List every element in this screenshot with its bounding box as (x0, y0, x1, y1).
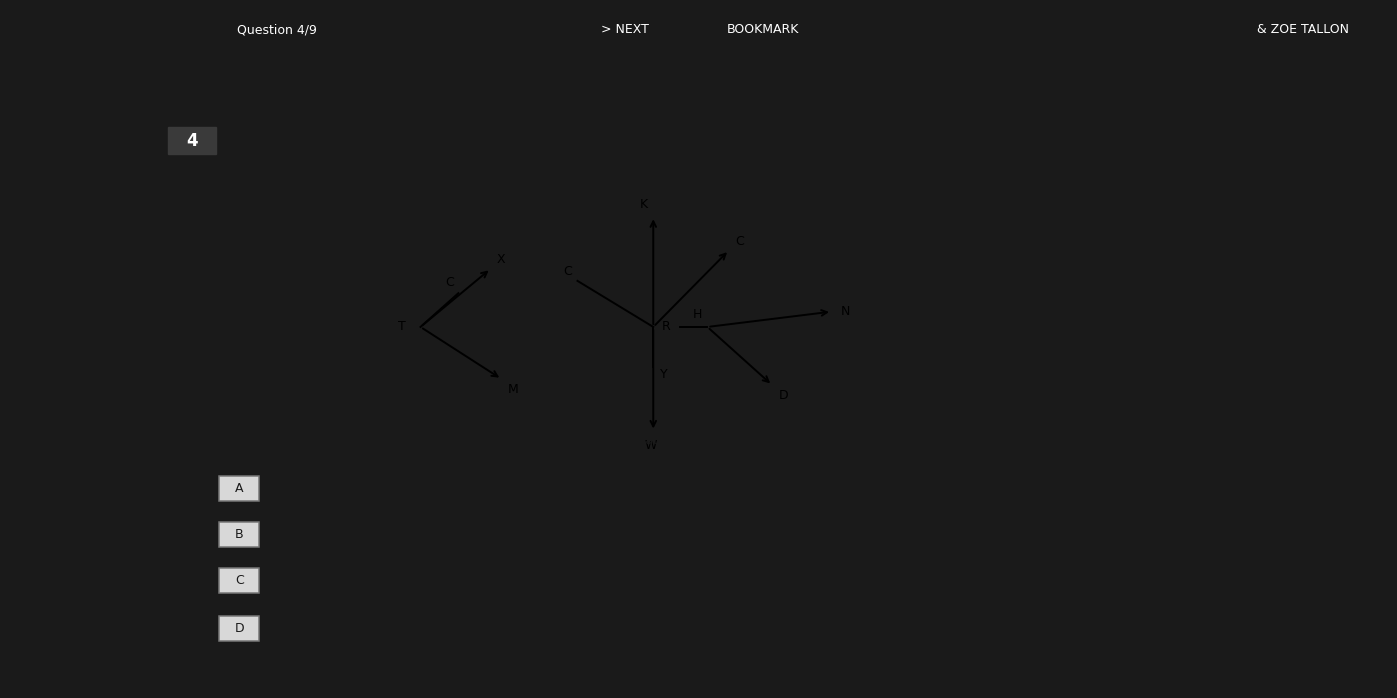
Text: 4: 4 (186, 132, 198, 150)
Text: 3x + 11 + 2x + 9 = 90°: 3x + 11 + 2x + 9 = 90° (271, 527, 464, 542)
Text: K: K (640, 198, 648, 211)
FancyBboxPatch shape (219, 522, 260, 547)
Text: Four angles are shown where ∠NHD is complementary to ∠XTM , ∠KRC is supplementar: Four angles are shown where ∠NHD is comp… (228, 128, 954, 138)
Text: 11x − 27 + 2x + 9 = 180°: 11x − 27 + 2x + 9 = 180° (271, 573, 483, 588)
Text: D: D (235, 622, 244, 635)
Text: W: W (645, 439, 658, 452)
FancyBboxPatch shape (168, 127, 217, 154)
Text: B: B (235, 528, 243, 541)
Text: m∠XTM + m∠CYW = 180°: m∠XTM + m∠CYW = 180° (271, 481, 488, 496)
Text: to ∠NHD.  m∠CYW = 11x − 27,  m∠XTM = 3x + 11,  and m∠NHD = 2x + 9.: to ∠NHD. m∠CYW = 11x − 27, m∠XTM = 3x + … (228, 147, 657, 157)
FancyBboxPatch shape (219, 568, 260, 593)
Text: m∠XTM = m∠KRC: m∠XTM = m∠KRC (271, 621, 422, 636)
Text: C: C (563, 265, 573, 278)
Text: C: C (446, 276, 454, 289)
FancyBboxPatch shape (219, 616, 260, 641)
Text: Question 4/9: Question 4/9 (237, 23, 317, 36)
Text: T: T (398, 320, 405, 334)
Text: C: C (736, 235, 745, 248)
Text: BOOKMARK: BOOKMARK (726, 23, 799, 36)
Text: > NEXT: > NEXT (601, 23, 648, 36)
Text: C: C (235, 574, 243, 587)
Text: & ZOE TALLON: & ZOE TALLON (1257, 23, 1350, 36)
Text: D: D (780, 389, 788, 402)
Text: N: N (841, 305, 849, 318)
Text: Select all of the statements that are true based on the given information.: Select all of the statements that are tr… (221, 434, 682, 447)
Text: X: X (496, 253, 504, 266)
Text: M: M (509, 383, 518, 396)
Text: Y: Y (659, 368, 668, 381)
FancyBboxPatch shape (219, 476, 260, 500)
Text: R: R (662, 320, 671, 334)
Text: H: H (693, 308, 701, 321)
Text: A: A (235, 482, 243, 495)
